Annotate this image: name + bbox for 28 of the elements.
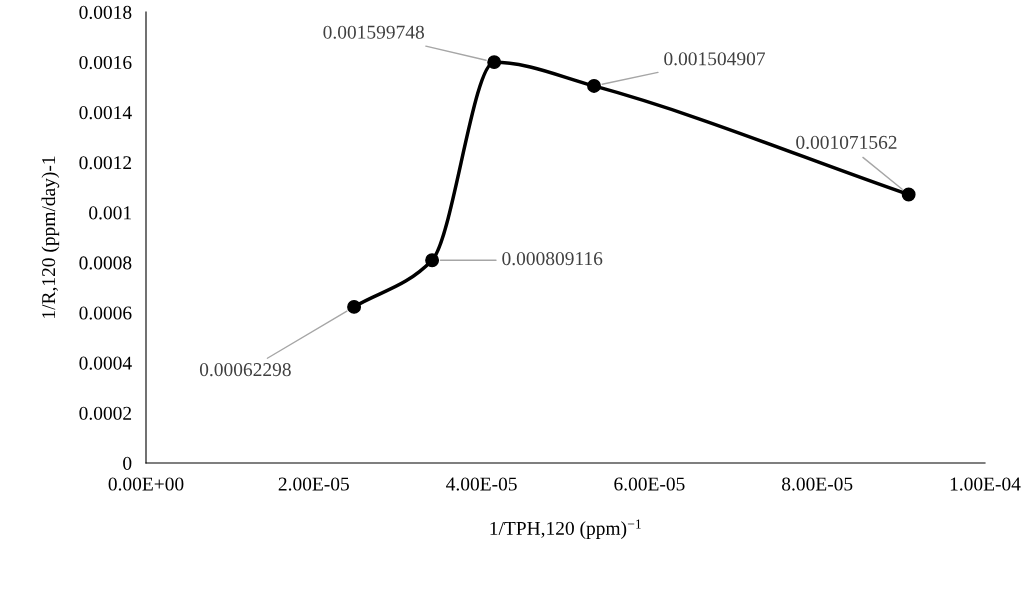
data-label: 0.001599748 — [323, 25, 424, 39]
data-label: 0.001071562 — [796, 135, 897, 149]
y-tick-label: 0.0014 — [79, 106, 132, 120]
point — [347, 299, 362, 314]
data-label: 0.000809116 — [502, 252, 603, 266]
x-tick-label: 8.00E-05 — [782, 477, 853, 491]
y-axis-title: 1/R,120 (ppm/day)-1 — [41, 156, 60, 318]
point — [901, 187, 916, 202]
y-tick-label: 0.001 — [89, 206, 131, 220]
x-tick-label: 4.00E-05 — [446, 477, 517, 491]
y-tick-label: 0 — [123, 456, 132, 470]
x-tick-label: 6.00E-05 — [614, 477, 685, 491]
y-tick-label: 0.0008 — [79, 256, 132, 270]
x-tick-label: 0.00E+00 — [108, 477, 184, 491]
y-tick-label: 0.0018 — [79, 5, 132, 20]
point — [425, 253, 440, 268]
y-tick-label: 0.0004 — [79, 356, 132, 370]
y-tick-label: 0.0012 — [79, 156, 132, 170]
x-tick-label: 2.00E-05 — [278, 477, 349, 491]
y-tick-label: 0.0006 — [79, 306, 132, 320]
x-axis-title: 1/TPH,120 (ppm)$^{−1}$ — [490, 519, 641, 539]
data-label: 0.001504907 — [664, 52, 765, 66]
y-tick-label: 0.0002 — [79, 406, 132, 420]
y-tick-label: 0.0016 — [79, 55, 132, 70]
data-label: 0.00062298 — [199, 363, 291, 377]
point — [587, 78, 601, 93]
point — [487, 55, 502, 70]
x-tick-label: 1.00E-04 — [950, 477, 1021, 491]
